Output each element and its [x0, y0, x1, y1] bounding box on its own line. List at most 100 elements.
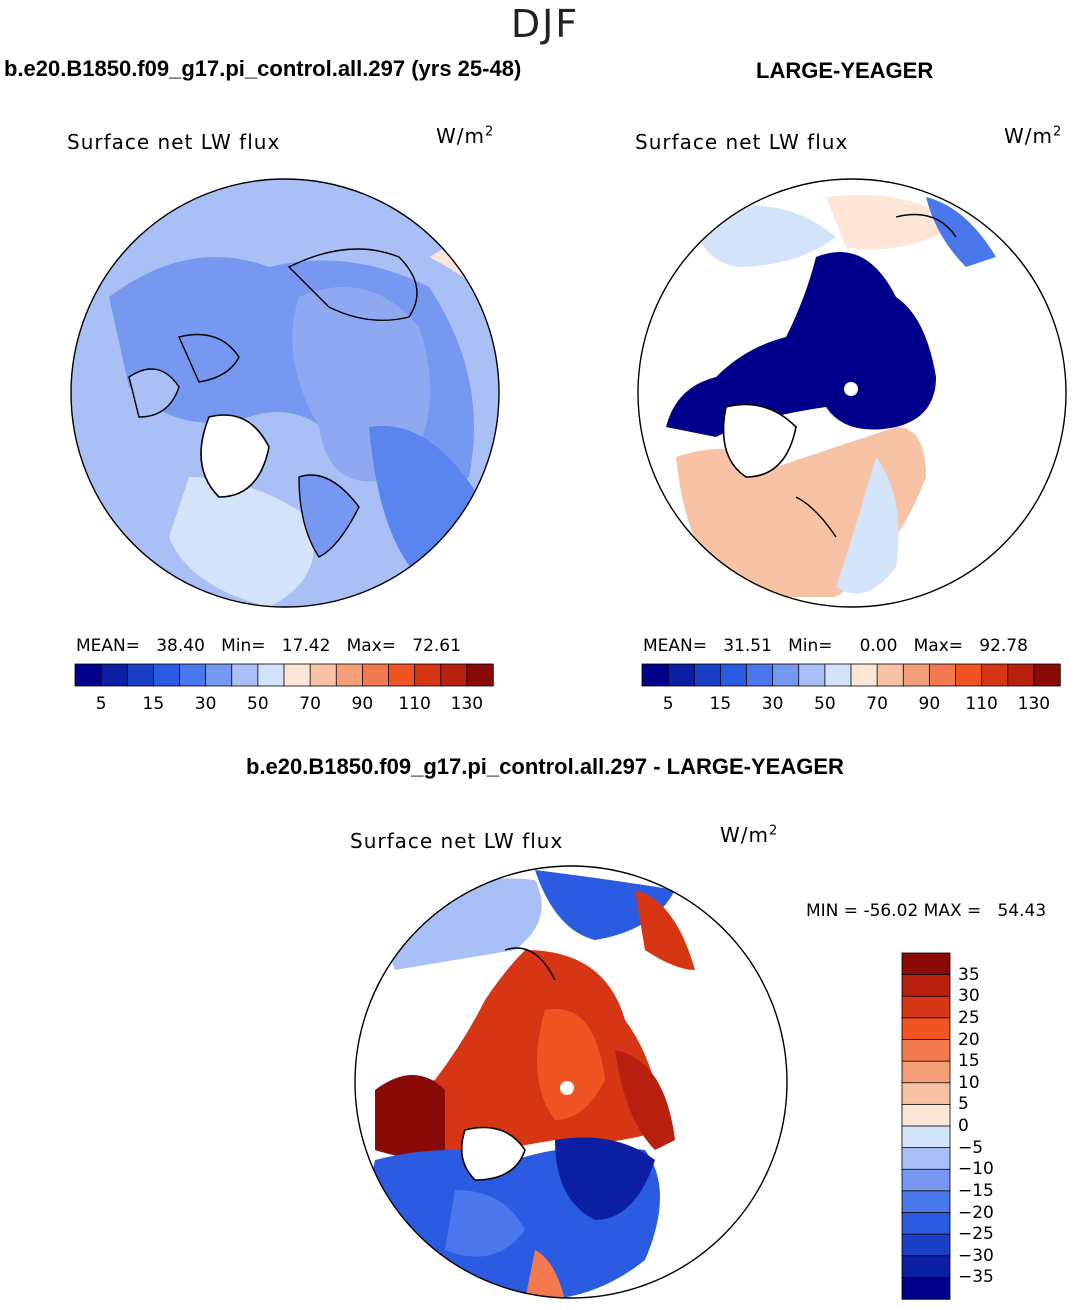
panel2-colorbar-swatch	[641, 663, 669, 687]
panel3-colorbar-tick-label: 10	[958, 1072, 980, 1093]
panel2-stats: MEAN= 31.51 Min= 0.00 Max= 92.78	[643, 636, 1028, 656]
panel1-colorbar	[74, 663, 494, 687]
panel1-variable-label: Surface net LW flux	[67, 130, 281, 154]
panel1-colorbar-tick-label: 90	[351, 694, 374, 714]
panel3-colorbar-swatch	[901, 1233, 951, 1257]
panel2-colorbar-tick-label: 5	[662, 694, 674, 714]
panel3-title: b.e20.B1850.f09_g17.pi_control.all.297 -…	[246, 754, 844, 779]
panel3-colorbar-swatch	[901, 995, 951, 1019]
panel2-colorbar-tick-label: 15	[709, 694, 732, 714]
panel3-colorbar-tick-label: −15	[958, 1180, 994, 1201]
panel1-colorbar-swatch	[205, 663, 233, 687]
panel3-colorbar-tick-label: 25	[958, 1007, 980, 1028]
panel1-colorbar-swatch	[440, 663, 468, 687]
panel1-colorbar-swatch	[283, 663, 311, 687]
panel1-colorbar-tick-label: 15	[142, 694, 165, 714]
panel2-colorbar-swatch	[850, 663, 878, 687]
panel3-colorbar-tick-label: −5	[958, 1137, 984, 1158]
panel3-stats: MIN = -56.02 MAX = 54.43	[806, 901, 1047, 921]
panel3-colorbar-swatch	[901, 1147, 951, 1170]
panel3-colorbar-swatch	[901, 1190, 951, 1214]
panel1-colorbar-swatch	[361, 663, 390, 687]
panel3-colorbar-tick-label: 0	[958, 1116, 969, 1136]
panel2-colorbar-swatch	[719, 663, 748, 687]
panel1-colorbar-swatch	[152, 663, 181, 687]
season-title: DJF	[510, 2, 580, 46]
panel1-colorbar-ticks: 5 15 30 50 70 90 110 130	[75, 694, 493, 716]
panel2-colorbar-swatch	[693, 663, 722, 687]
panel2-colorbar-swatch	[981, 663, 1009, 687]
panel1-colorbar-swatch	[414, 663, 442, 687]
panel3-colorbar-swatch	[901, 1039, 951, 1062]
panel2-colorbar-tick-label: 90	[918, 694, 941, 714]
panel3-variable-label: Surface net LW flux	[350, 829, 564, 853]
panel2-colorbar-swatch	[667, 663, 695, 687]
panel1-colorbar-tick-label: 5	[95, 694, 107, 714]
panel3-unit-label: W/m2	[720, 823, 779, 847]
panel3-colorbar-swatch	[901, 1255, 951, 1279]
panel2-colorbar-tick-label: 130	[1017, 694, 1051, 714]
panel2-colorbar-swatch	[902, 663, 931, 687]
panel2-title: LARGE-YEAGER	[756, 58, 934, 83]
panel2-variable-label: Surface net LW flux	[635, 130, 849, 154]
panel2-colorbar-tick-label: 70	[866, 694, 888, 714]
panel3-colorbar-tick-label: 15	[958, 1051, 980, 1072]
panel3-colorbar-tick-label: −20	[958, 1202, 994, 1223]
panel2-colorbar-tick-label: 110	[965, 694, 998, 714]
panel3-colorbar-swatch	[901, 1060, 951, 1084]
panel1-colorbar-tick-label: 110	[398, 694, 431, 714]
panel3-colorbar-tick-label: 20	[958, 1029, 980, 1050]
panel2-colorbar-swatch	[955, 663, 983, 687]
panel2-polar-map	[637, 178, 1067, 608]
panel2-colorbar-swatch	[824, 663, 852, 687]
panel3-colorbar-swatch	[901, 1017, 951, 1041]
panel2-colorbar-swatch	[876, 663, 904, 687]
panel3-colorbar-swatch	[901, 974, 951, 997]
panel1-colorbar-tick-label: 70	[299, 694, 321, 714]
panel3-colorbar-tick-label: 5	[958, 1094, 969, 1115]
panel1-colorbar-swatch	[466, 663, 494, 687]
panel3-colorbar-swatch	[901, 1103, 951, 1127]
panel3-colorbar-swatch	[901, 1082, 951, 1106]
panel1-colorbar-swatch	[126, 663, 155, 687]
panel1-colorbar-swatch	[309, 663, 337, 687]
panel2-unit-label: W/m2	[1004, 124, 1063, 148]
panel1-colorbar-swatch	[231, 663, 259, 687]
panel3-colorbar-swatch	[901, 1125, 951, 1149]
panel1-colorbar-tick-label: 30	[194, 694, 217, 714]
panel3-colorbar	[901, 952, 951, 1300]
panel1-colorbar-tick-label: 50	[247, 694, 269, 714]
panel1-unit-label: W/m2	[436, 124, 495, 148]
panel3-colorbar-tick-label: 30	[958, 986, 980, 1007]
panel2-colorbar-tick-label: 50	[814, 694, 836, 714]
panel1-colorbar-swatch	[74, 663, 102, 687]
panel3-colorbar-tick-label: −35	[958, 1267, 994, 1288]
panel1-colorbar-swatch	[179, 663, 207, 687]
panel2-colorbar-swatch	[746, 663, 774, 687]
panel1-colorbar-swatch	[335, 663, 364, 687]
panel3-colorbar-tick-label: 35	[958, 964, 980, 985]
panel3-colorbar-tick-label: −25	[958, 1224, 994, 1245]
panel2-colorbar	[641, 663, 1061, 687]
panel2-colorbar-swatch	[1033, 663, 1061, 687]
panel1-colorbar-swatch	[388, 663, 416, 687]
panel3-colorbar-swatch	[901, 1276, 951, 1300]
panel2-colorbar-swatch	[1007, 663, 1035, 687]
panel1-title: b.e20.B1850.f09_g17.pi_control.all.297 (…	[4, 56, 522, 81]
panel3-colorbar-tick-label: −30	[958, 1245, 994, 1266]
panel3-colorbar-tick-label: −10	[958, 1159, 994, 1180]
panel2-colorbar-swatch	[772, 663, 800, 687]
panel2-colorbar-ticks: 5 15 30 50 70 90 110 130	[642, 694, 1060, 716]
panel2-colorbar-swatch	[798, 663, 826, 687]
panel3-colorbar-swatch	[901, 1168, 951, 1192]
panel1-colorbar-swatch	[257, 663, 285, 687]
panel2-colorbar-swatch	[928, 663, 957, 687]
panel1-colorbar-swatch	[100, 663, 128, 687]
panel3-colorbar-ticks: 35 30 25 20 15 10 5 0 −5 −10 −15 −20 −25 −30 −35	[958, 953, 1018, 1299]
panel3-colorbar-swatch	[901, 952, 951, 976]
panel2-colorbar-tick-label: 30	[761, 694, 784, 714]
panel1-polar-map	[70, 178, 500, 608]
panel1-colorbar-tick-label: 130	[450, 694, 484, 714]
panel3-colorbar-swatch	[901, 1212, 951, 1235]
panel1-stats: MEAN= 38.40 Min= 17.42 Max= 72.61	[76, 636, 461, 656]
